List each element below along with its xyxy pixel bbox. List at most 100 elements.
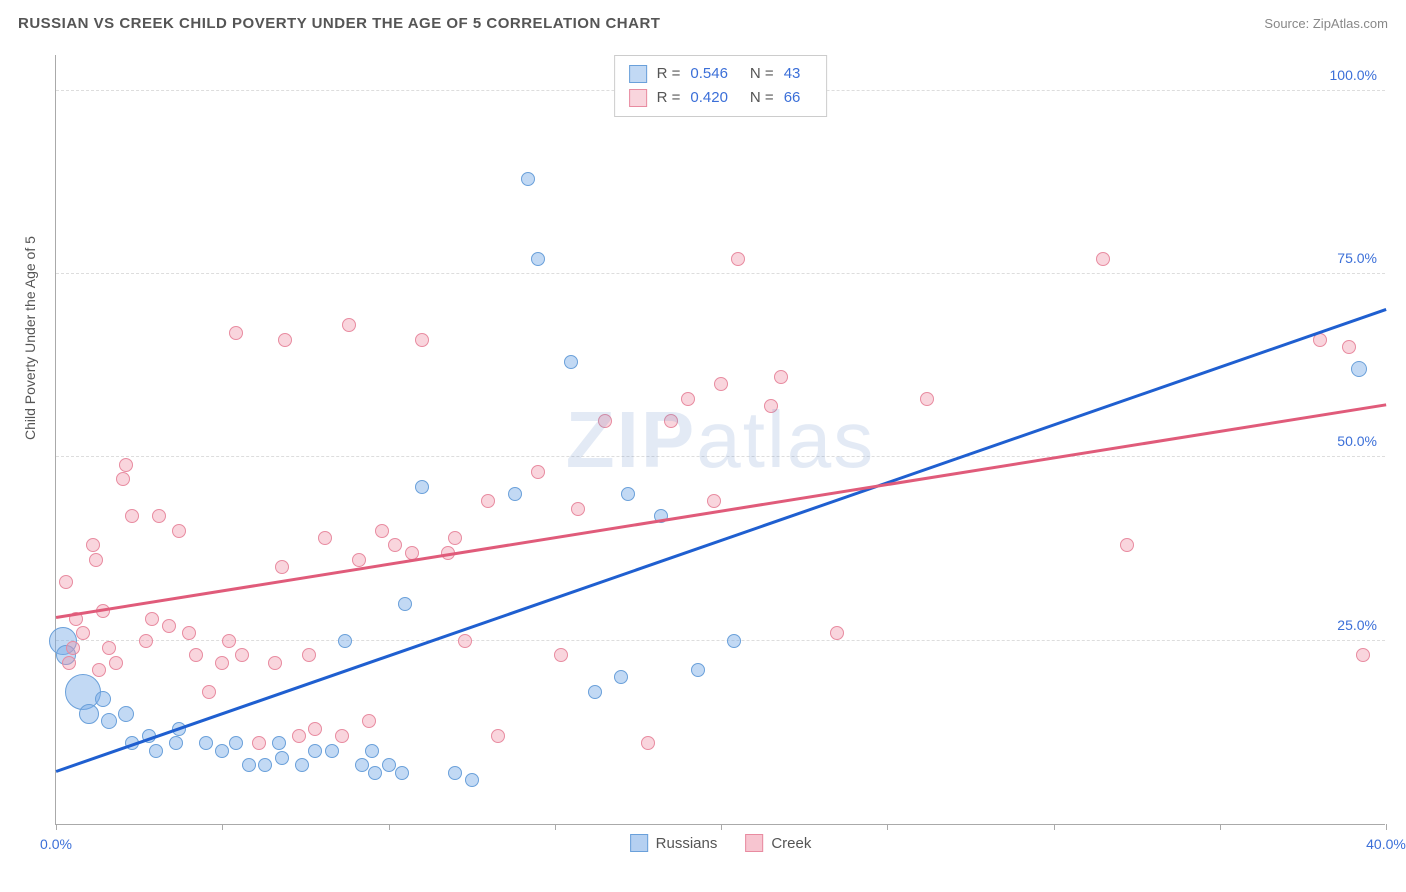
scatter-point	[101, 713, 117, 729]
swatch-creek	[629, 89, 647, 107]
n-label: N =	[750, 86, 774, 110]
scatter-point	[1342, 340, 1356, 354]
scatter-point	[235, 648, 249, 662]
scatter-point	[202, 685, 216, 699]
scatter-point	[458, 634, 472, 648]
scatter-point	[531, 252, 545, 266]
stats-row-creek: R = 0.420 N = 66	[629, 86, 813, 110]
legend-swatch-creek	[745, 834, 763, 852]
y-tick-label: 100.0%	[1330, 67, 1377, 83]
scatter-point	[375, 524, 389, 538]
scatter-point	[691, 663, 705, 677]
scatter-point	[119, 458, 133, 472]
y-tick-label: 50.0%	[1337, 433, 1377, 449]
scatter-point	[764, 399, 778, 413]
scatter-point	[65, 674, 101, 710]
correlation-stats-box: R = 0.546 N = 43 R = 0.420 N = 66	[614, 55, 828, 117]
scatter-point	[215, 744, 229, 758]
gridline	[56, 640, 1385, 641]
watermark-rest: atlas	[696, 395, 875, 484]
x-tick	[222, 824, 223, 830]
scatter-point	[598, 414, 612, 428]
r-value-russians: 0.546	[690, 62, 728, 86]
scatter-point	[272, 736, 286, 750]
scatter-point	[664, 414, 678, 428]
scatter-point	[481, 494, 495, 508]
scatter-point	[388, 538, 402, 552]
chart-header: RUSSIAN VS CREEK CHILD POVERTY UNDER THE…	[18, 15, 1388, 32]
gridline	[56, 456, 1385, 457]
chart-title: RUSSIAN VS CREEK CHILD POVERTY UNDER THE…	[18, 15, 660, 32]
scatter-point	[465, 773, 479, 787]
x-tick	[1054, 824, 1055, 830]
scatter-point	[252, 736, 266, 750]
scatter-point	[125, 509, 139, 523]
scatter-point	[116, 472, 130, 486]
scatter-plot-area: ZIPatlas R = 0.546 N = 43 R = 0.420 N = …	[55, 55, 1385, 825]
scatter-point	[275, 560, 289, 574]
scatter-point	[352, 553, 366, 567]
scatter-point	[368, 766, 382, 780]
scatter-point	[258, 758, 272, 772]
scatter-point	[641, 736, 655, 750]
scatter-point	[588, 685, 602, 699]
scatter-point	[66, 641, 80, 655]
scatter-point	[681, 392, 695, 406]
scatter-point	[415, 480, 429, 494]
scatter-point	[714, 377, 728, 391]
scatter-point	[278, 333, 292, 347]
scatter-point	[448, 766, 462, 780]
scatter-point	[189, 648, 203, 662]
scatter-point	[1096, 252, 1110, 266]
scatter-point	[139, 634, 153, 648]
source-label: Source:	[1264, 16, 1309, 31]
legend-item-russians: Russians	[630, 834, 718, 852]
scatter-point	[415, 333, 429, 347]
scatter-point	[614, 670, 628, 684]
scatter-point	[774, 370, 788, 384]
source-attribution: Source: ZipAtlas.com	[1264, 16, 1388, 31]
y-axis-title: Child Poverty Under the Age of 5	[22, 236, 38, 440]
scatter-point	[1351, 361, 1367, 377]
scatter-point	[308, 722, 322, 736]
scatter-point	[229, 326, 243, 340]
scatter-point	[292, 729, 306, 743]
scatter-point	[182, 626, 196, 640]
scatter-point	[338, 634, 352, 648]
scatter-point	[149, 744, 163, 758]
scatter-point	[308, 744, 322, 758]
r-label: R =	[657, 86, 681, 110]
scatter-point	[76, 626, 90, 640]
scatter-point	[707, 494, 721, 508]
bottom-legend: Russians Creek	[630, 834, 812, 852]
scatter-point	[215, 656, 229, 670]
scatter-point	[62, 656, 76, 670]
legend-label-creek: Creek	[771, 835, 811, 852]
source-value: ZipAtlas.com	[1313, 16, 1388, 31]
x-tick	[1220, 824, 1221, 830]
scatter-point	[508, 487, 522, 501]
scatter-point	[95, 691, 111, 707]
scatter-point	[491, 729, 505, 743]
scatter-point	[920, 392, 934, 406]
scatter-point	[199, 736, 213, 750]
x-tick	[389, 824, 390, 830]
legend-swatch-russians	[630, 834, 648, 852]
scatter-point	[531, 465, 545, 479]
x-tick	[1386, 824, 1387, 830]
scatter-point	[118, 706, 134, 722]
scatter-point	[295, 758, 309, 772]
scatter-point	[89, 553, 103, 567]
x-tick-label: 0.0%	[40, 836, 72, 852]
scatter-point	[1356, 648, 1370, 662]
scatter-point	[621, 487, 635, 501]
x-tick	[56, 824, 57, 830]
scatter-point	[448, 531, 462, 545]
n-value-russians: 43	[784, 62, 801, 86]
scatter-point	[169, 736, 183, 750]
scatter-point	[355, 758, 369, 772]
watermark: ZIPatlas	[566, 394, 875, 486]
gridline	[56, 273, 1385, 274]
scatter-point	[727, 634, 741, 648]
scatter-point	[342, 318, 356, 332]
